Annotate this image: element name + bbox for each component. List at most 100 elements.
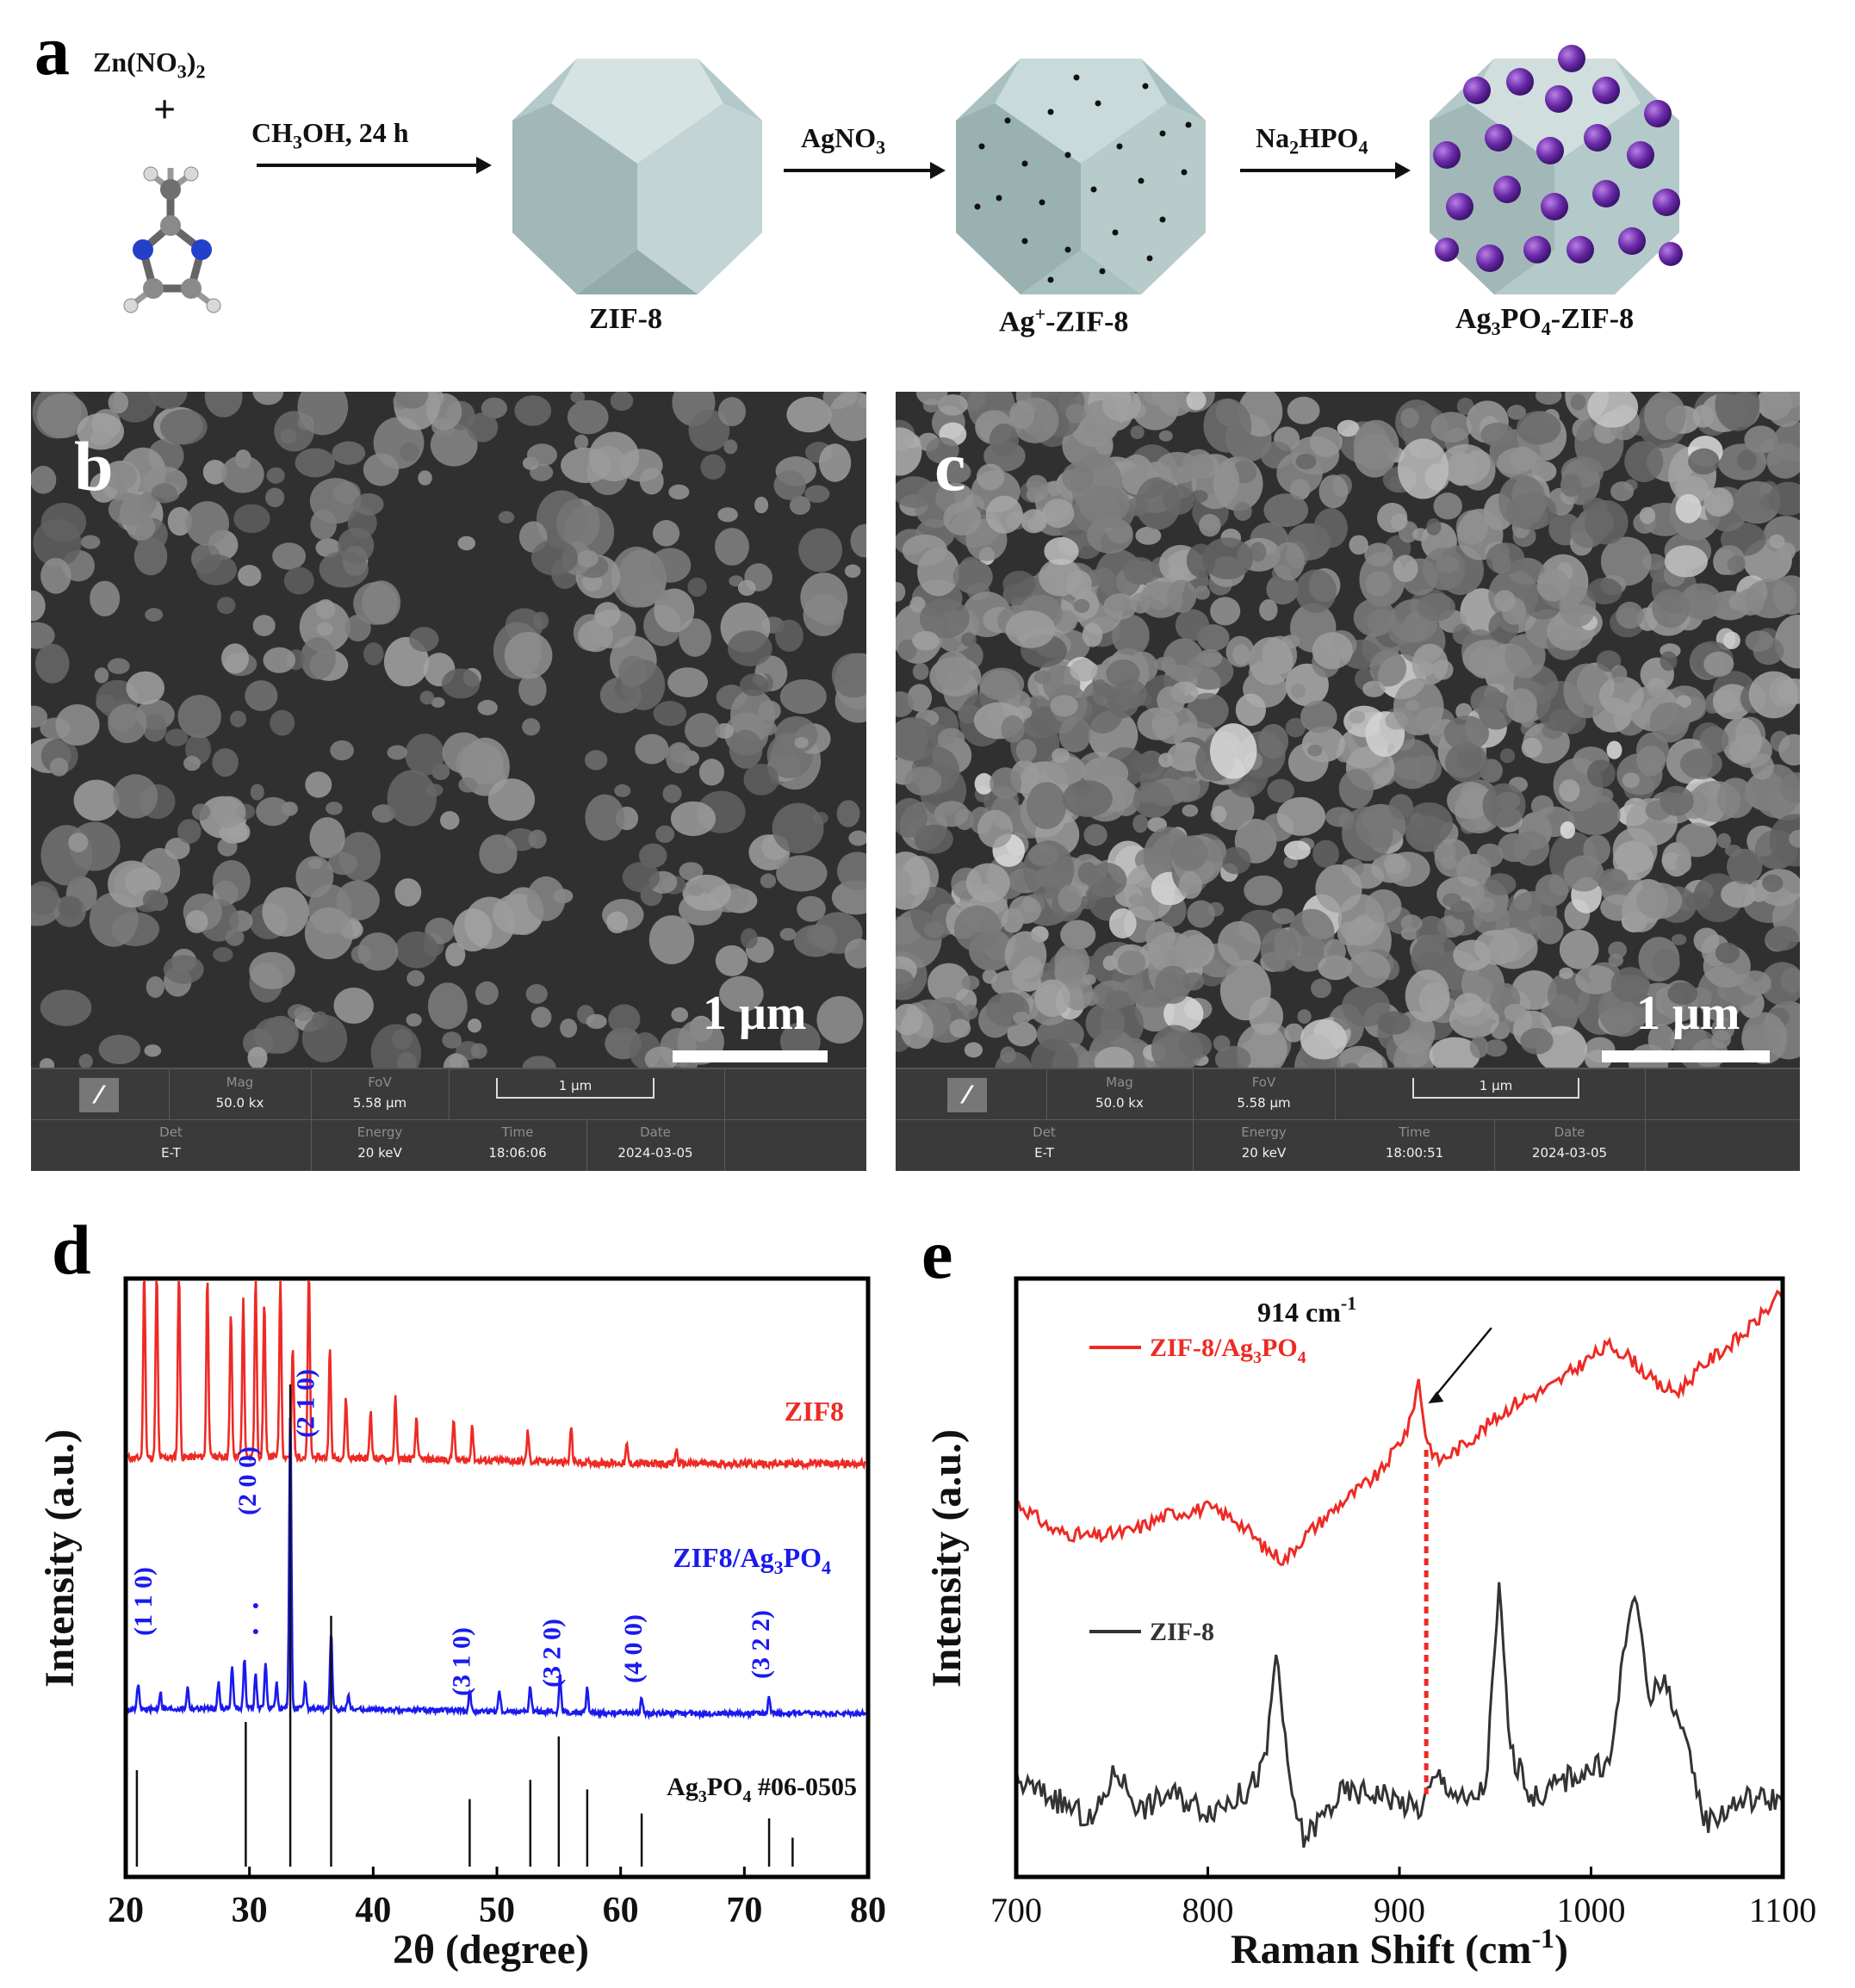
sem-particle: [964, 1042, 983, 1058]
sem-particle: [662, 784, 682, 803]
sem-particle: [1750, 753, 1774, 780]
raman-xtick-label: 800: [1182, 1891, 1234, 1929]
sem-particle: [1070, 659, 1098, 682]
sem-particle: [1780, 772, 1800, 803]
sem-particle: [1703, 651, 1734, 677]
sem-particle: [1050, 695, 1078, 717]
sem-particle: [1635, 883, 1683, 920]
sem-particle: [1170, 835, 1208, 870]
sem-particle: [1087, 517, 1133, 554]
product2-label: Ag+-ZIF-8: [999, 303, 1129, 338]
sem-particle: [717, 397, 746, 427]
sem-particle: [1429, 1037, 1480, 1069]
sem-image-b: b 1 μm ⁄ Mag 50.0 kx FoV 5.58 μm 1 μm Det E…: [31, 392, 866, 1171]
sem-particle: [1715, 392, 1760, 431]
sem-particle: [1426, 517, 1442, 536]
sem-particle: [614, 783, 631, 797]
sem-particle: [965, 863, 1010, 903]
sem-particle: [1586, 759, 1616, 789]
sem-particle: [108, 703, 147, 744]
raman-legend-red: ZIF-8/Ag3PO4: [1150, 1334, 1306, 1367]
sem-particle: [652, 520, 680, 547]
sem-particle: [1482, 783, 1526, 828]
sem-particle: [1600, 536, 1652, 586]
sem-particle: [394, 931, 439, 969]
sem-particle: [300, 637, 336, 680]
sem-particle: [1005, 610, 1056, 648]
sem-particle: [912, 630, 940, 651]
sem-particle: [1027, 844, 1058, 867]
sem-particle: [1745, 630, 1774, 653]
sem-particle: [1737, 449, 1757, 471]
sem-particle: [671, 1006, 689, 1023]
scale-bar-b: [673, 1050, 828, 1062]
sem-particle: [1158, 392, 1193, 417]
sem-particle: [1201, 537, 1253, 579]
sem-particle: [1297, 1009, 1312, 1024]
sem-particle: [442, 732, 485, 774]
sem-particle: [1349, 535, 1368, 555]
sem-particle: [177, 819, 202, 844]
sem-particle: [1218, 920, 1261, 967]
sem-particle: [250, 783, 264, 801]
sem-particle: [31, 622, 55, 649]
sem-particle: [989, 424, 1019, 457]
sem-particle: [262, 887, 309, 937]
sem-particle: [1507, 405, 1527, 420]
raman-xtick-label: 1100: [1749, 1891, 1817, 1929]
reactant-zn-nitrate: Zn(NO3)2: [93, 46, 206, 83]
sem-particle: [252, 615, 276, 636]
sem-particle: [1598, 676, 1644, 715]
sem-particle: [145, 608, 164, 622]
sem-particle: [49, 758, 69, 777]
sem-particle: [1703, 487, 1734, 517]
sem-particle: [1480, 422, 1515, 447]
sem-particle: [233, 504, 270, 534]
sem-particle: [1416, 915, 1448, 951]
sem-particle: [57, 896, 83, 918]
sem-particle: [688, 409, 730, 452]
sem-particle: [470, 1043, 487, 1059]
xrd-ylabel: Intensity (a.u.): [37, 1429, 83, 1688]
sem-particle: [1715, 942, 1740, 964]
sem-particle: [526, 876, 566, 921]
sem-particle: [230, 710, 246, 728]
ag-zif8-crystal: [956, 59, 1206, 294]
sem-particle: [1440, 443, 1491, 486]
sem-particle: [1263, 493, 1309, 528]
raman-series-zif8: [1014, 1582, 1784, 1849]
sem-particle: [265, 487, 285, 508]
sem-particle: [1058, 884, 1083, 913]
sem-particle: [1393, 554, 1418, 583]
sem-particle: [831, 653, 866, 698]
sem-particle: [1082, 974, 1096, 986]
sem-particle: [1434, 839, 1471, 877]
sem-particle: [409, 627, 439, 652]
sem-particle: [387, 770, 437, 827]
sem-particle: [1485, 873, 1517, 896]
sem-particle: [586, 1013, 607, 1029]
sem-particle: [1493, 590, 1516, 612]
sem-particle: [481, 397, 508, 419]
sem-particle: [1680, 583, 1722, 621]
sem-particle: [1203, 398, 1252, 453]
sem-particle: [1155, 965, 1191, 1005]
sem-particle: [797, 895, 826, 922]
sem-particle: [909, 596, 926, 613]
sem-particle: [698, 759, 724, 786]
sem-particle: [220, 455, 264, 493]
sem-particle: [836, 800, 860, 827]
sem-particle: [1163, 485, 1195, 515]
sem-particle: [804, 485, 830, 503]
sem-particle: [1693, 927, 1720, 954]
sem-particle: [1688, 448, 1720, 475]
xrd-xtick-label: 70: [726, 1891, 762, 1930]
sem-particle: [1622, 772, 1640, 789]
sem-particle: [1443, 715, 1490, 752]
sem-particle: [1675, 695, 1691, 708]
sem-particle: [844, 938, 866, 969]
sem-particle: [159, 409, 208, 445]
sem-particle: [1476, 843, 1504, 868]
sem-particle: [1313, 508, 1348, 548]
sem-particle: [326, 802, 343, 815]
